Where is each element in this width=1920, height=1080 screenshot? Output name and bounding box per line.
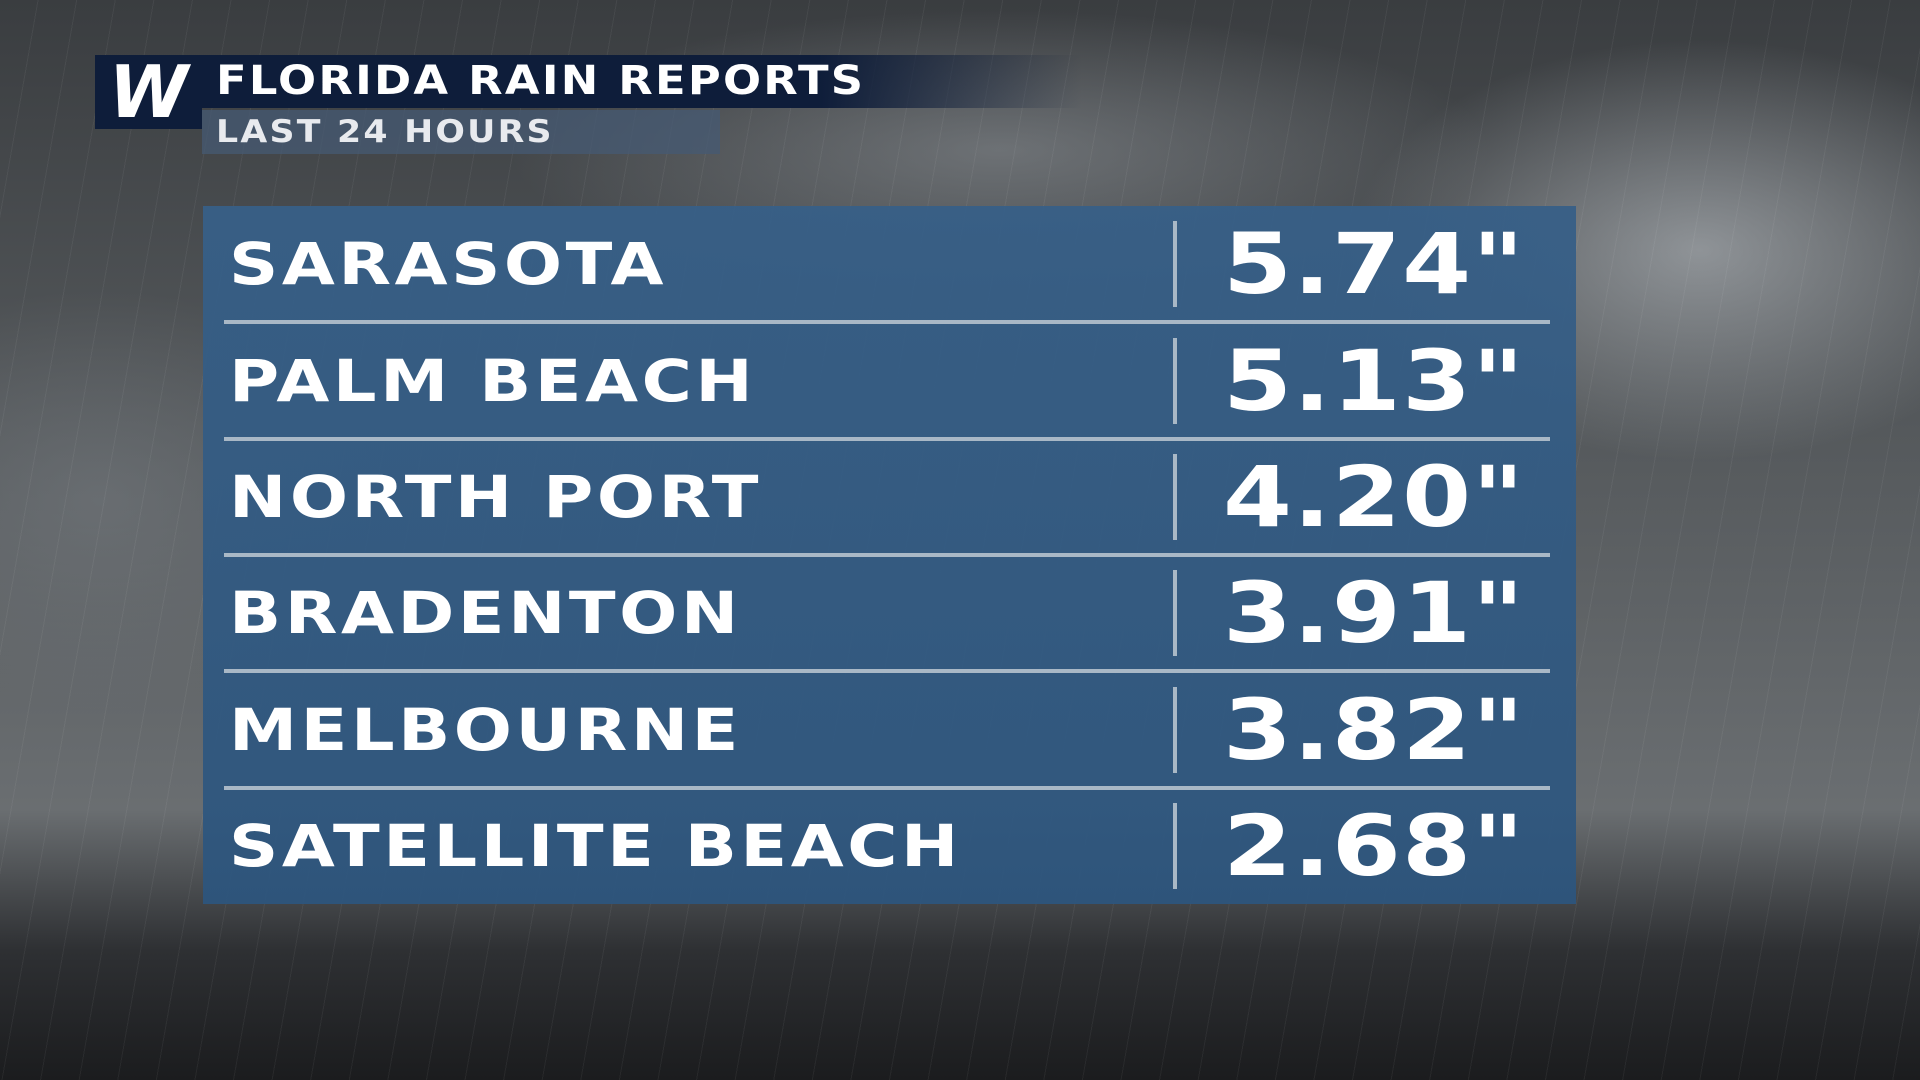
city-name: BRADENTON — [229, 579, 742, 648]
column-divider — [1173, 337, 1177, 424]
row-separator — [224, 669, 1550, 674]
column-divider — [1173, 686, 1177, 773]
subtitle-bar — [202, 110, 720, 154]
column-divider — [1173, 453, 1177, 540]
column-divider — [1173, 570, 1177, 657]
rain-total: 5.74" — [1222, 215, 1526, 314]
column-divider — [1173, 221, 1177, 308]
rain-total: 3.82" — [1222, 680, 1526, 779]
city-name: NORTH PORT — [229, 462, 762, 531]
row-separator — [224, 553, 1550, 557]
row-separator — [224, 320, 1550, 325]
column-divider — [1173, 802, 1177, 889]
logo: W — [95, 55, 202, 129]
city-name: SARASOTA — [229, 230, 668, 299]
city-name: PALM BEACH — [229, 346, 757, 415]
row-separator — [224, 785, 1550, 790]
rain-total: 4.20" — [1222, 447, 1526, 546]
subtitle: LAST 24 HOURS — [216, 114, 554, 150]
rain-total: 3.91" — [1222, 564, 1526, 663]
title-bar — [202, 55, 1082, 108]
rain-total: 2.68" — [1222, 796, 1526, 895]
city-name: MELBOURNE — [229, 695, 742, 764]
row-separator — [224, 436, 1550, 441]
title: FLORIDA RAIN REPORTS — [216, 58, 866, 104]
rain-total: 5.13" — [1222, 331, 1526, 430]
city-name: SATELLITE BEACH — [229, 811, 962, 880]
